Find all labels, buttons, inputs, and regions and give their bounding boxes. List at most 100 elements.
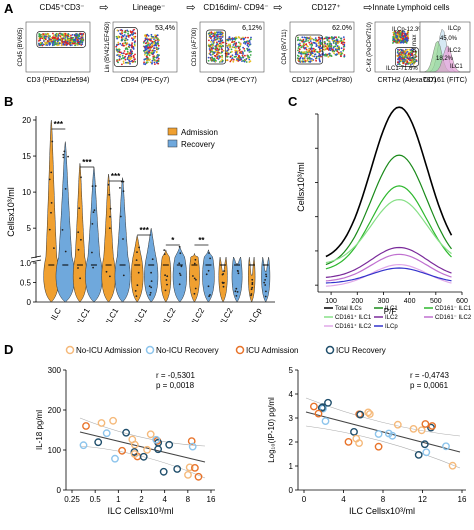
b-category-label: CD161⁺ ILC2: [203, 306, 235, 322]
violin-point: [193, 277, 196, 280]
flow-event: [400, 38, 403, 40]
flow-event: [243, 48, 246, 50]
flow-event: [46, 42, 48, 45]
flow-event: [72, 36, 75, 39]
flow-event: [241, 56, 244, 58]
flow-event: [52, 40, 55, 43]
flow-event: [243, 50, 246, 52]
flow-event: [150, 52, 153, 55]
flow-event: [154, 44, 157, 46]
d-data-point: [188, 442, 197, 451]
flow-event: [51, 37, 54, 40]
flow-event: [220, 31, 222, 34]
flow-event: [219, 33, 222, 35]
d-data-point: [422, 448, 431, 457]
flow-event: [400, 57, 403, 59]
flow-event: [309, 36, 312, 38]
flow-event: [129, 55, 132, 57]
flow-event: [146, 54, 148, 57]
flow-event: [332, 48, 334, 51]
violin-point: [264, 295, 267, 298]
flow-event: [328, 47, 331, 50]
flow-event: [207, 59, 210, 62]
flow-event: [216, 57, 219, 60]
flow-event: [216, 37, 219, 39]
violin-point: [137, 271, 140, 274]
flow-event: [44, 38, 47, 41]
d-data-point: [130, 450, 139, 458]
flow-event: [318, 38, 320, 41]
violin-point: [264, 284, 267, 286]
flow-event: [318, 52, 321, 55]
flow-event: [59, 35, 62, 38]
flow-event: [242, 38, 245, 41]
violin-point: [207, 269, 210, 272]
flow-event: [296, 39, 299, 42]
violin-point: [251, 278, 254, 281]
flow-event: [229, 55, 232, 58]
flow-event: [214, 31, 217, 34]
flow-event: [151, 44, 154, 46]
flow-event: [318, 44, 320, 47]
flow-event: [221, 34, 224, 36]
flow-event: [69, 42, 71, 45]
flow-event: [119, 42, 122, 45]
flow-event: [62, 43, 65, 46]
flow-event: [314, 37, 317, 39]
flow-event: [133, 41, 136, 44]
flow-event: [320, 41, 323, 44]
violin-point: [109, 215, 111, 218]
violin-point: [149, 291, 152, 294]
d-ci-upper: [79, 417, 206, 447]
flow-event: [401, 34, 403, 37]
flow-event: [221, 44, 224, 47]
flow-event: [218, 51, 220, 54]
axis-break-mark: [30, 255, 42, 259]
flow-event: [412, 48, 415, 51]
flow-event: [218, 42, 221, 45]
flow-event: [303, 51, 306, 53]
d-ci-lower: [305, 425, 461, 469]
flow-event: [304, 60, 307, 62]
flow-event: [392, 36, 395, 39]
flow-event: [304, 47, 306, 50]
violin-point: [209, 294, 211, 296]
flow-event: [404, 32, 407, 35]
violin-point: [251, 283, 254, 286]
flow-event: [127, 57, 130, 60]
flow-event: [414, 60, 417, 63]
violin-point: [208, 295, 211, 298]
flow-event: [240, 38, 243, 41]
flow-event: [157, 57, 160, 60]
flow-event: [297, 47, 300, 49]
flow-event: [147, 46, 150, 49]
flow-event: [64, 42, 67, 44]
gate-arrow-icon: ⇨: [186, 2, 195, 14]
violin-point: [119, 187, 121, 189]
c-legend-label: CD161⁻ ILC1: [435, 306, 472, 312]
flow-event: [402, 53, 404, 56]
flow-event: [124, 58, 127, 61]
c-xlabel: P/F: [384, 307, 397, 316]
flow-event: [121, 29, 124, 32]
flow-event: [403, 31, 406, 33]
flow-event: [332, 47, 335, 49]
d-data-point: [154, 445, 163, 454]
violin-point: [234, 290, 237, 293]
flow-event: [309, 57, 311, 59]
flow-event: [214, 39, 217, 41]
violin-point: [78, 207, 81, 210]
flow-event: [218, 56, 221, 59]
violin-point: [250, 293, 253, 295]
flow-event: [392, 38, 395, 40]
violin-point: [251, 286, 254, 289]
violin-point: [92, 211, 95, 213]
panel-b-violin-plot: B Cellsx10³/ml 0 0.5 1.0 5 10 15 20 Admission Re…: [4, 94, 275, 322]
flow-event: [40, 42, 43, 45]
flow-event: [340, 42, 343, 45]
flow-event: [333, 40, 336, 42]
flow-event: [318, 47, 321, 50]
violin-point: [178, 262, 181, 265]
violin-point: [108, 227, 111, 230]
violin-point: [62, 153, 65, 156]
